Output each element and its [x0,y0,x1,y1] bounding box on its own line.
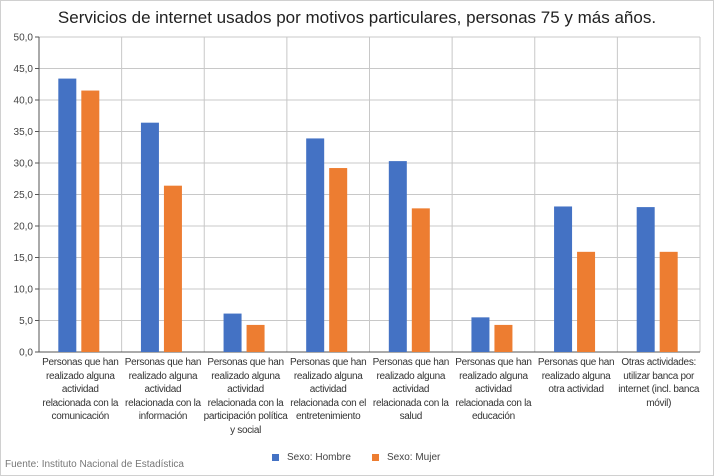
x-tick-label: Personas que han realizado alguna activi… [372,357,450,422]
legend-swatch-hombre [272,454,279,461]
bar-hombre [58,78,77,352]
legend-item-mujer: Sexo: Mujer [372,452,440,463]
x-tick-label: Personas que han realizado alguna activi… [203,357,288,436]
y-tick-label: 45,0 [14,64,34,75]
bar-mujer [163,185,182,352]
legend-label-mujer: Sexo: Mujer [387,452,441,463]
y-tick-label: 5,0 [19,316,33,327]
y-tick-label: 10,0 [14,285,34,296]
bar-hombre [636,207,655,352]
bar-hombre [140,122,159,353]
y-tick-label: 15,0 [14,253,34,264]
y-tick-label: 20,0 [14,222,34,233]
bar-mujer [81,90,100,353]
x-tick-label: Personas que han realizado alguna activi… [42,357,119,422]
y-tick-label: 35,0 [14,127,34,138]
y-tick-label: 30,0 [14,159,34,170]
legend-swatch-mujer [372,454,379,461]
x-tick-label: Personas que han realizado alguna activi… [290,357,367,422]
y-tick-label: 0,0 [19,348,33,359]
bar-mujer [329,168,348,352]
y-tick-label: 25,0 [14,190,34,201]
source-note: Fuente: Instituto Nacional de Estadístic… [5,459,184,470]
bar-mujer [659,251,678,352]
x-tick-label: Otras actividades: utilizar banca por in… [618,357,700,409]
bar-hombre [471,317,490,352]
bar-mujer [577,251,596,352]
legend-item-hombre: Sexo: Hombre [272,452,351,463]
x-tick-label: Personas que han realizado alguna activi… [455,357,532,422]
bar-hombre [554,206,573,352]
bar-hombre [388,161,407,352]
y-tick-label: 40,0 [14,96,34,107]
bar-hombre [223,313,242,352]
bar-mujer [246,324,265,352]
x-tick-label: Personas que han realizado alguna otra a… [537,357,615,395]
chart-title: Servicios de internet usados por motivos… [57,8,657,27]
bar-hombre [306,138,325,352]
y-tick-label: 50,0 [14,33,34,44]
legend-label-hombre: Sexo: Hombre [287,452,351,463]
x-tick-label: Personas que han realizado alguna activi… [124,357,202,422]
bar-mujer [494,324,513,352]
bar-mujer [411,208,430,352]
